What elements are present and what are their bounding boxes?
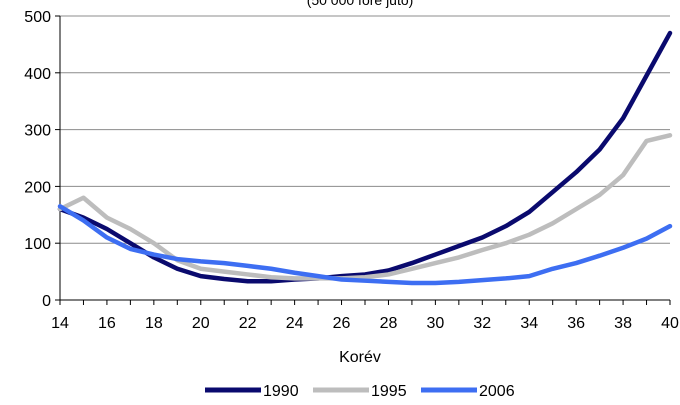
axes	[55, 15, 671, 305]
legend: 1990 1995 2006	[205, 383, 515, 400]
legend-label-1995: 1995	[371, 383, 407, 400]
y-tick-labels: 0 100 200 300 400 500	[24, 9, 51, 310]
x-tick-label-18: 18	[145, 315, 163, 332]
x-tick-label-16: 16	[98, 315, 116, 332]
x-tick-label-26: 26	[333, 315, 351, 332]
legend-label-1990: 1990	[263, 383, 299, 400]
x-tick-label-28: 28	[380, 315, 398, 332]
y-tick-label-400: 400	[24, 66, 51, 83]
x-tick-label-20: 20	[192, 315, 210, 332]
x-tick-label-22: 22	[239, 315, 257, 332]
x-tick-label-30: 30	[426, 315, 444, 332]
legend-label-2006: 2006	[479, 383, 515, 400]
y-tick-label-100: 100	[24, 236, 51, 253]
x-tick-label-24: 24	[286, 315, 304, 332]
y-tick-label-0: 0	[42, 293, 51, 310]
series-lines	[57, 30, 673, 286]
y-tick-label-300: 300	[24, 123, 51, 140]
x-tick-label-14: 14	[51, 315, 69, 332]
x-axis-title: Korév	[339, 349, 381, 366]
series-line-1995	[57, 133, 673, 281]
x-tick-labels: 14 16 18 20 22 24 26 28 30 32 34 36 38 40	[51, 315, 679, 332]
x-tick-label-34: 34	[520, 315, 538, 332]
y-tick-label-500: 500	[24, 9, 51, 26]
x-tick-label-40: 40	[661, 315, 679, 332]
chart-title: (50 000 főre jutó)	[307, 0, 414, 8]
series-line-2006	[57, 204, 673, 286]
grid-lines	[60, 15, 670, 244]
x-tick-label-32: 32	[473, 315, 491, 332]
y-tick-label-200: 200	[24, 179, 51, 196]
x-tick-label-38: 38	[614, 315, 632, 332]
x-tick-label-36: 36	[567, 315, 585, 332]
series-line-1990	[57, 30, 673, 284]
